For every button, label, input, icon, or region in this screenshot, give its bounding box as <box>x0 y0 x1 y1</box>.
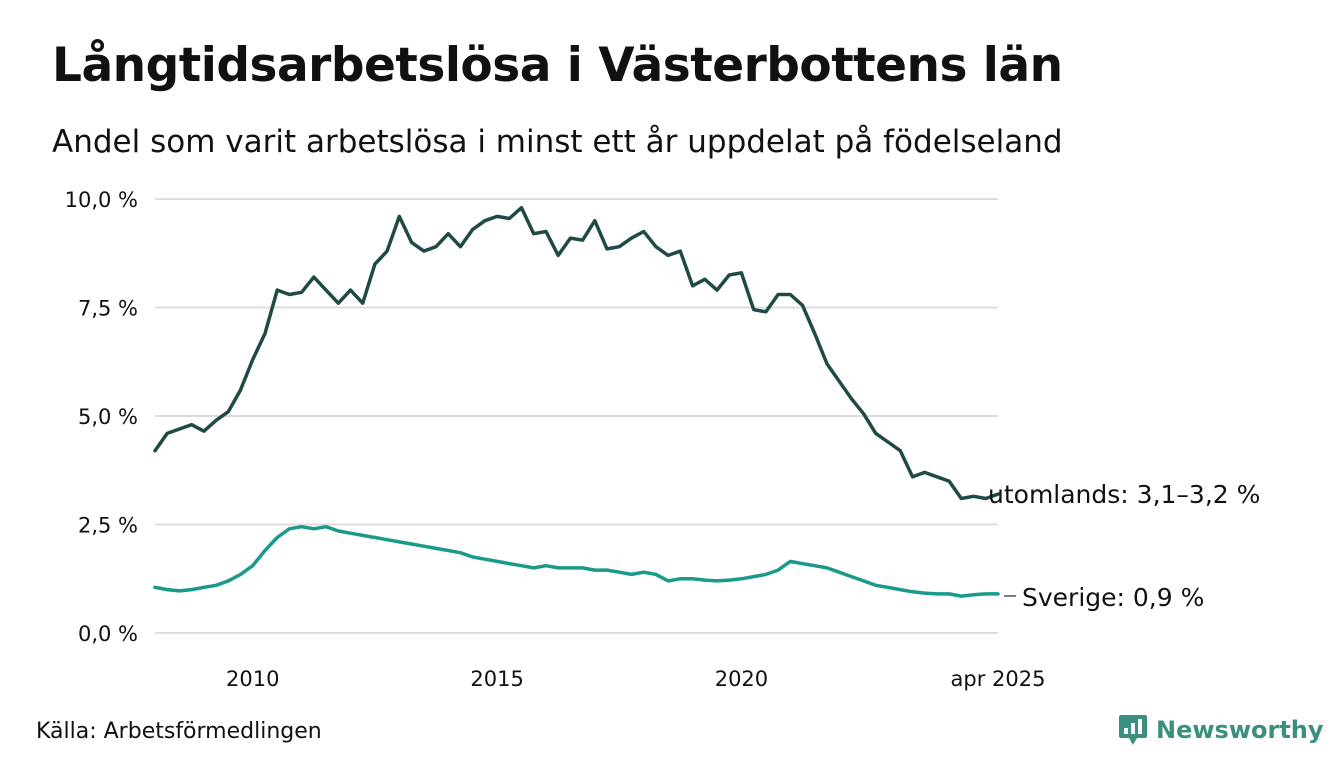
x-tick-label: apr 2025 <box>951 667 1046 691</box>
source-note: Källa: Arbetsförmedlingen <box>36 719 322 744</box>
gridlines <box>155 198 998 634</box>
end-label-utomlands: utomlands: 3,1–3,2 % <box>988 480 1260 509</box>
brand-logo: Newsworthy <box>1118 714 1324 746</box>
series-line-sverige <box>153 524 1000 598</box>
x-tick-label: 2010 <box>226 667 279 691</box>
end-labels: utomlands: 3,1–3,2 % Sverige: 0,9 % <box>988 480 1260 612</box>
y-tick-label: 10,0 % <box>65 188 138 212</box>
chart-subtitle: Andel som varit arbetslösa i minst ett å… <box>52 124 1063 160</box>
brand-name: Newsworthy <box>1156 716 1324 744</box>
y-tick-label: 5,0 % <box>78 405 138 429</box>
y-axis-labels: 0,0 % 2,5 % 5,0 % 7,5 % 10,0 % <box>65 188 138 646</box>
series-lines <box>153 205 1000 598</box>
x-tick-label: 2015 <box>470 667 523 691</box>
y-tick-label: 0,0 % <box>78 622 138 646</box>
series-line-utomlands <box>153 205 1000 501</box>
x-axis-labels: 2010 2015 2020 apr 2025 <box>226 667 1045 691</box>
end-label-sverige: Sverige: 0,9 % <box>1022 583 1204 612</box>
chart-title: Långtidsarbetslösa i Västerbottens län <box>52 38 1063 93</box>
x-tick-label: 2020 <box>715 667 768 691</box>
y-tick-label: 2,5 % <box>78 514 138 538</box>
y-tick-label: 7,5 % <box>78 297 138 321</box>
newsworthy-logo-icon <box>1119 715 1147 745</box>
